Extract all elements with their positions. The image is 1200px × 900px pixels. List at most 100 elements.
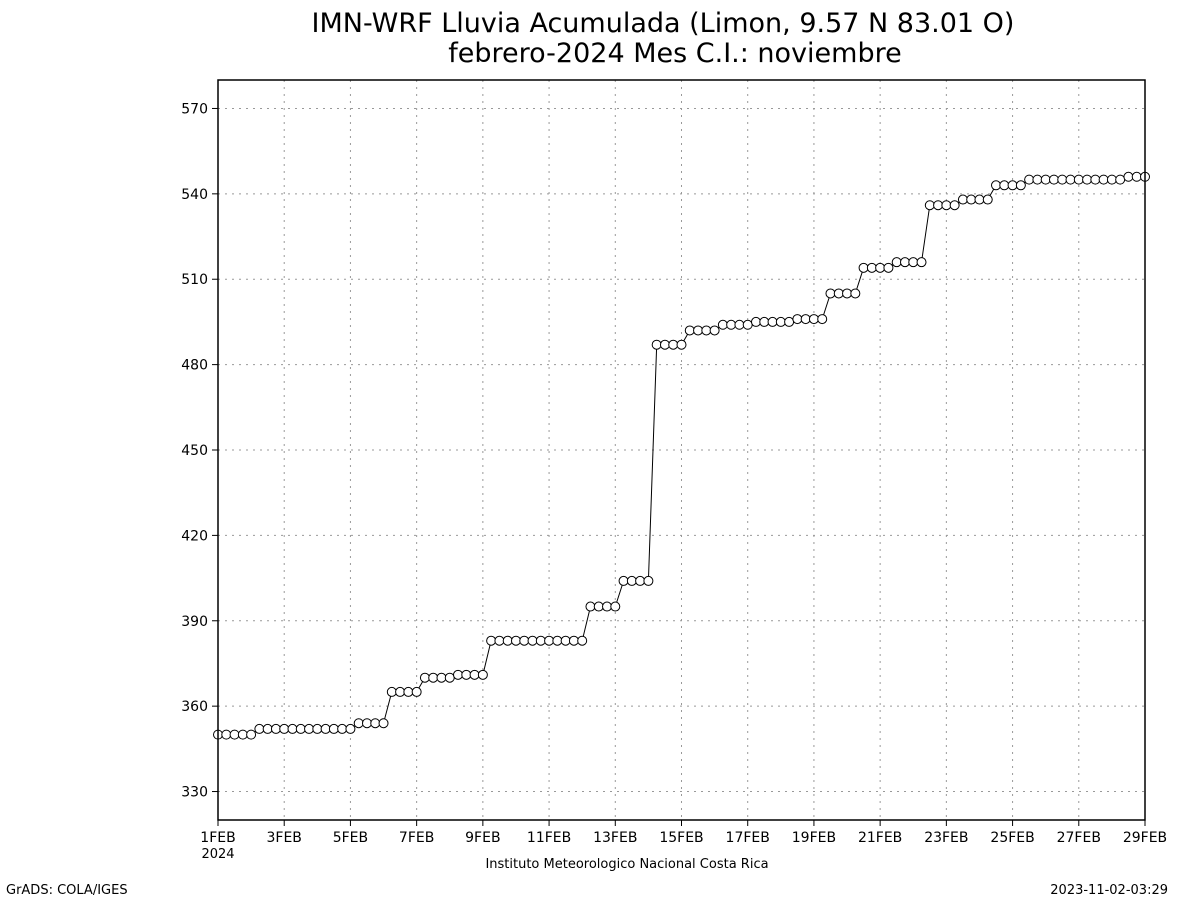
- data-point: [527, 635, 538, 646]
- x-tick-label: 1FEB: [200, 830, 235, 846]
- y-axis-ticks: 330 360 390 420 450 480 510 540 570: [181, 101, 218, 801]
- data-point: [254, 723, 265, 734]
- y-tick-label: 570: [181, 101, 208, 117]
- data-point: [403, 686, 414, 697]
- footer-timestamp: 2023-11-02-03:29: [1050, 883, 1168, 898]
- data-point: [933, 200, 944, 211]
- data-point: [999, 180, 1010, 191]
- chart-title: IMN-WRF Lluvia Acumulada (Limon, 9.57 N …: [312, 8, 1015, 39]
- data-point: [1090, 174, 1101, 185]
- data-point: [461, 669, 472, 680]
- data-point: [378, 718, 389, 729]
- data-point: [883, 262, 894, 273]
- data-point: [1115, 174, 1126, 185]
- data-point: [593, 601, 604, 612]
- y-tick-label: 480: [181, 358, 208, 374]
- data-point: [577, 635, 588, 646]
- data-point: [246, 729, 257, 740]
- x-tick-label: 11FEB: [527, 830, 571, 846]
- data-point: [974, 194, 985, 205]
- data-point: [1073, 174, 1084, 185]
- y-tick-label: 510: [181, 272, 208, 288]
- grid: [218, 80, 1145, 820]
- x-tick-label: 13FEB: [593, 830, 637, 846]
- x-tick-label: 27FEB: [1057, 830, 1101, 846]
- plot-frame: [217, 79, 1146, 821]
- data-point: [899, 257, 910, 268]
- data-point: [1106, 174, 1117, 185]
- data-point: [726, 319, 737, 330]
- x-tick-label: 9FEB: [465, 830, 500, 846]
- data-point: [635, 575, 646, 586]
- data-point: [850, 288, 861, 299]
- data-point: [1024, 174, 1035, 185]
- x-tick-label: 17FEB: [726, 830, 770, 846]
- data-point: [1040, 174, 1051, 185]
- data-point: [825, 288, 836, 299]
- data-point: [717, 319, 728, 330]
- data-point: [767, 316, 778, 327]
- data-point: [262, 723, 273, 734]
- data-point: [1131, 171, 1142, 182]
- data-point: [279, 723, 290, 734]
- data-point: [270, 723, 281, 734]
- data-point: [651, 339, 662, 350]
- data-point: [320, 723, 331, 734]
- data-point: [1015, 180, 1026, 191]
- data-point: [312, 723, 323, 734]
- data-point: [221, 729, 232, 740]
- x-tick-label: 3FEB: [267, 830, 302, 846]
- data-point: [734, 319, 745, 330]
- data-point: [750, 316, 761, 327]
- data-point: [419, 672, 430, 683]
- data-point: [1123, 171, 1134, 182]
- data-point: [328, 723, 339, 734]
- data-point: [775, 316, 786, 327]
- data-point: [833, 288, 844, 299]
- data-point: [568, 635, 579, 646]
- data-point: [560, 635, 571, 646]
- y-tick-label: 420: [181, 528, 208, 544]
- data-point: [941, 200, 952, 211]
- data-point: [411, 686, 422, 697]
- data-point: [229, 729, 240, 740]
- data-point: [469, 669, 480, 680]
- footer-institution: Instituto Meteorologico Nacional Costa R…: [485, 857, 768, 872]
- x-tick-label: 25FEB: [990, 830, 1034, 846]
- data-points: [213, 171, 1150, 740]
- data-point: [287, 723, 298, 734]
- data-point: [304, 723, 315, 734]
- data-point: [982, 194, 993, 205]
- data-point: [792, 314, 803, 325]
- data-point: [957, 194, 968, 205]
- y-tick-label: 450: [181, 443, 208, 459]
- data-point: [444, 672, 455, 683]
- data-point: [693, 325, 704, 336]
- data-point: [395, 686, 406, 697]
- data-point: [370, 718, 381, 729]
- data-point: [742, 319, 753, 330]
- data-point: [361, 718, 372, 729]
- data-point: [337, 723, 348, 734]
- data-point: [875, 262, 886, 273]
- chart-subtitle: febrero-2024 Mes C.I.: noviembre: [448, 38, 901, 69]
- data-point: [494, 635, 505, 646]
- y-tick-label: 360: [181, 699, 208, 715]
- data-point: [535, 635, 546, 646]
- data-point: [866, 262, 877, 273]
- data-point: [510, 635, 521, 646]
- data-point: [916, 257, 927, 268]
- x-axis-ticks: 1FEB 3FEB 5FEB 7FEB 9FEB 11FEB 13FEB 15FEB 17FEB…: [200, 820, 1167, 846]
- data-point: [519, 635, 530, 646]
- data-point: [386, 686, 397, 697]
- x-tick-label: 15FEB: [659, 830, 703, 846]
- data-point: [842, 288, 853, 299]
- x-tick-label: 19FEB: [792, 830, 836, 846]
- x-axis-year-label: 2024: [201, 847, 234, 862]
- data-point: [436, 672, 447, 683]
- data-point: [676, 339, 687, 350]
- data-point: [858, 262, 869, 273]
- x-tick-label: 23FEB: [924, 830, 968, 846]
- data-point: [237, 729, 248, 740]
- data-point: [502, 635, 513, 646]
